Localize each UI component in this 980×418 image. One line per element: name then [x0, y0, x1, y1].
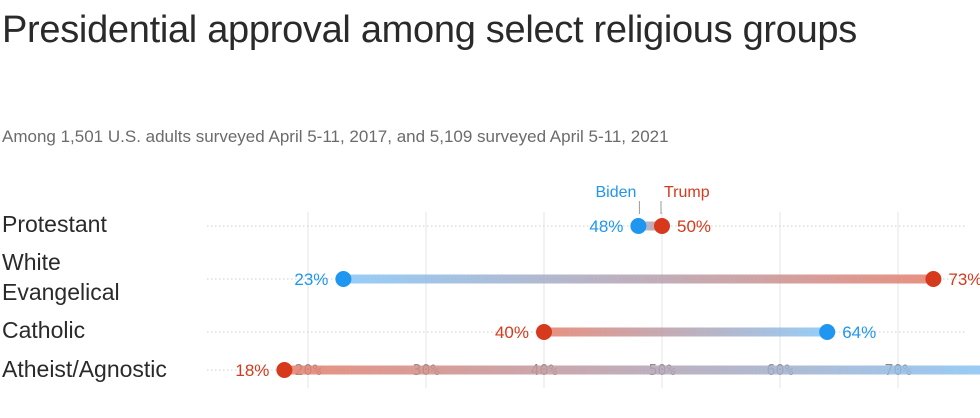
category-label-line: Protestant — [2, 211, 107, 237]
category-label-atheist-agnostic: Atheist/Agnostic — [2, 354, 167, 384]
category-label-line: Evangelical — [2, 279, 120, 305]
legend-biden: Biden — [595, 184, 636, 201]
trump-point — [654, 218, 670, 234]
biden-value-label: 23% — [294, 270, 328, 289]
category-label-line: Atheist/Agnostic — [2, 356, 167, 382]
chart-title: Presidential approval among select relig… — [2, 9, 857, 51]
trump-value-label: 40% — [495, 323, 529, 342]
biden-point — [819, 324, 836, 340]
trump-value-label: 73% — [948, 270, 980, 289]
biden-point — [630, 218, 647, 234]
trump-point — [925, 271, 942, 287]
chart-subtitle: Among 1,501 U.S. adults surveyed April 5… — [2, 127, 669, 146]
trump-value-label: 50% — [677, 217, 711, 236]
biden-value-label: 48% — [589, 217, 623, 236]
category-label-white-evangelical: White Evangelical — [2, 247, 120, 307]
biden-point — [335, 271, 352, 287]
biden-value-label: 64% — [842, 323, 876, 342]
trump-value-label: 18% — [235, 361, 269, 380]
trump-point — [536, 324, 552, 340]
trump-point — [276, 362, 293, 378]
legend-trump: Trump — [664, 184, 710, 201]
category-label-line: Catholic — [2, 317, 86, 343]
category-label-line: White — [2, 249, 61, 275]
category-label-catholic: Catholic — [2, 315, 85, 345]
category-label-protestant: Protestant — [2, 209, 107, 239]
